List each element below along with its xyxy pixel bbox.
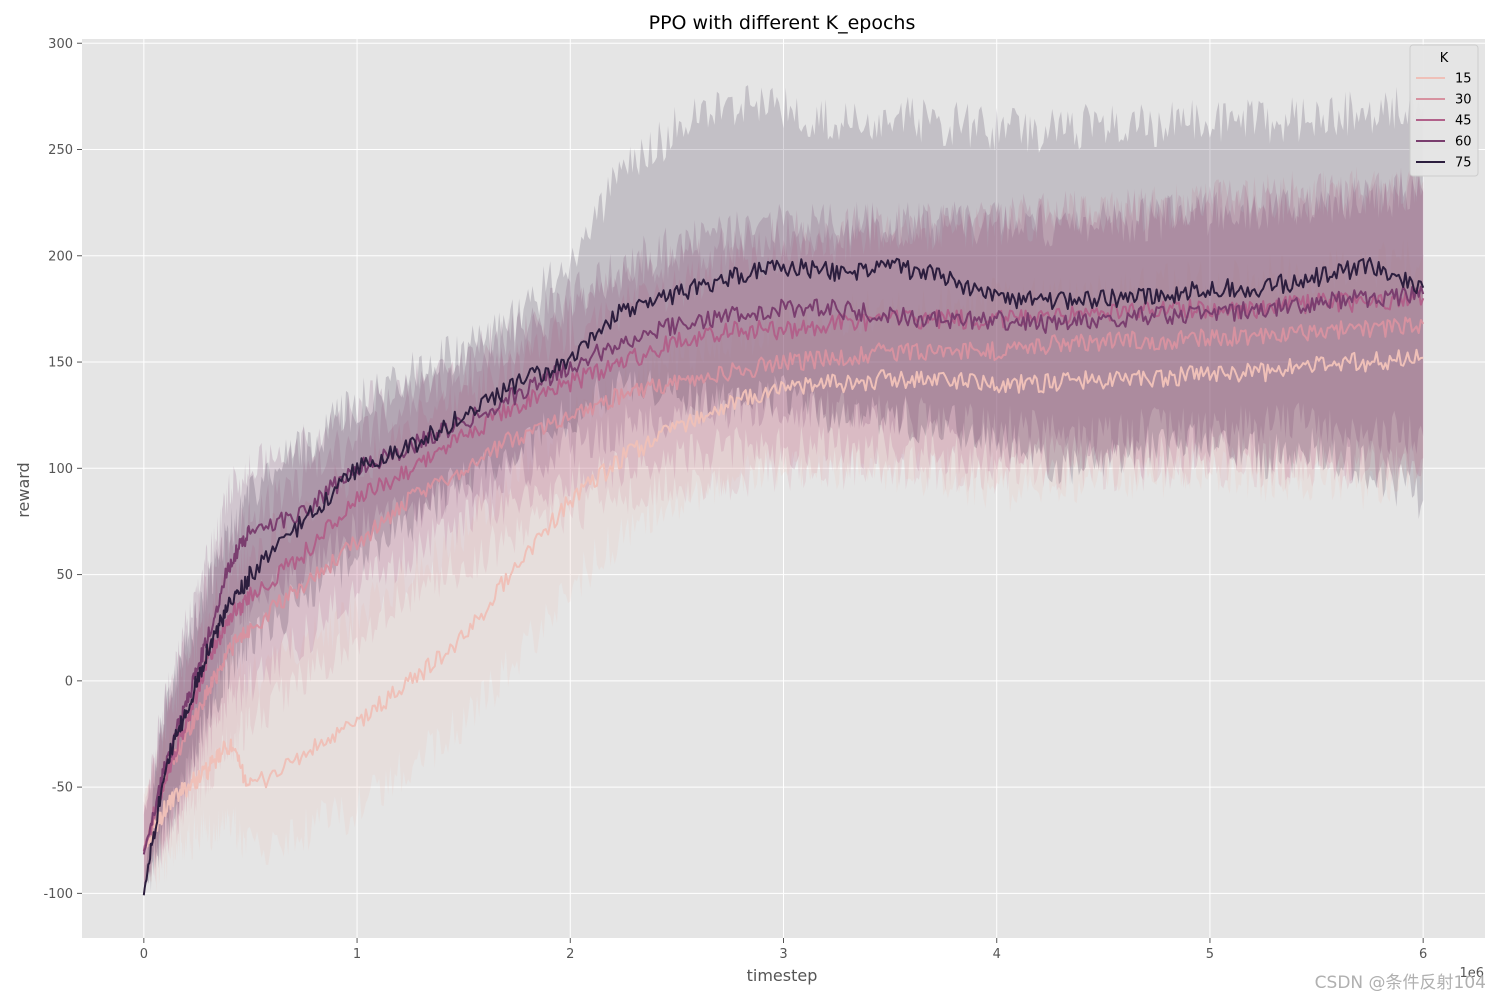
y-tick-label: 200 (48, 249, 73, 264)
confidence-band-k75 (143, 85, 1424, 897)
y-tick-label: -50 (52, 781, 73, 796)
legend-label-k45: 45 (1455, 114, 1472, 129)
chart-title: PPO with different K_epochs (649, 12, 916, 34)
legend-label-k75: 75 (1455, 156, 1472, 171)
x-tick-label: 1 (353, 947, 361, 962)
y-tick-label: 100 (48, 462, 73, 477)
y-axis-label: reward (14, 462, 33, 517)
x-tick-label: 5 (1206, 947, 1214, 962)
x-tick-label: 4 (993, 947, 1001, 962)
legend-items: 15 30 45 60 75 (1416, 72, 1472, 171)
legend-label-k60: 60 (1455, 135, 1472, 150)
confidence-band-k60 (143, 172, 1424, 887)
series-line-k45 (142, 289, 1425, 852)
x-tick-label: 0 (140, 947, 148, 962)
series-line-k60 (142, 285, 1425, 855)
watermark: CSDN @条件反射104 (1315, 973, 1486, 993)
y-tick-labels: -100 -50 0 50 100 150 200 250 300 (43, 37, 82, 902)
x-axis-label: timestep (747, 966, 818, 985)
y-tick-label: -100 (43, 887, 73, 902)
legend-label-k30: 30 (1455, 93, 1472, 108)
x-tick-labels: 0 1 2 3 4 5 6 (140, 938, 1427, 962)
grid (82, 39, 1485, 938)
confidence-bands (143, 85, 1424, 897)
confidence-band-k45 (143, 165, 1424, 884)
x-tick-label: 3 (779, 947, 787, 962)
series-line-k75 (142, 257, 1425, 896)
y-tick-label: 300 (48, 37, 73, 52)
legend-title: K (1440, 51, 1449, 66)
confidence-band-k30 (143, 163, 1424, 886)
series-lines (142, 257, 1425, 896)
y-tick-label: 150 (48, 356, 73, 371)
y-tick-label: 50 (56, 568, 73, 583)
series-line-k15 (143, 348, 1424, 852)
legend-label-k15: 15 (1455, 72, 1472, 87)
x-tick-label: 6 (1419, 947, 1427, 962)
x-offset-label: 1e6 (1459, 966, 1484, 981)
y-tick-label: 250 (48, 143, 73, 158)
confidence-band-k15 (143, 238, 1424, 893)
x-tick-label: 2 (566, 947, 574, 962)
y-tick-label: 0 (65, 674, 73, 689)
series-line-k30 (142, 316, 1425, 852)
legend: K 15 30 45 60 75 (1409, 44, 1479, 177)
